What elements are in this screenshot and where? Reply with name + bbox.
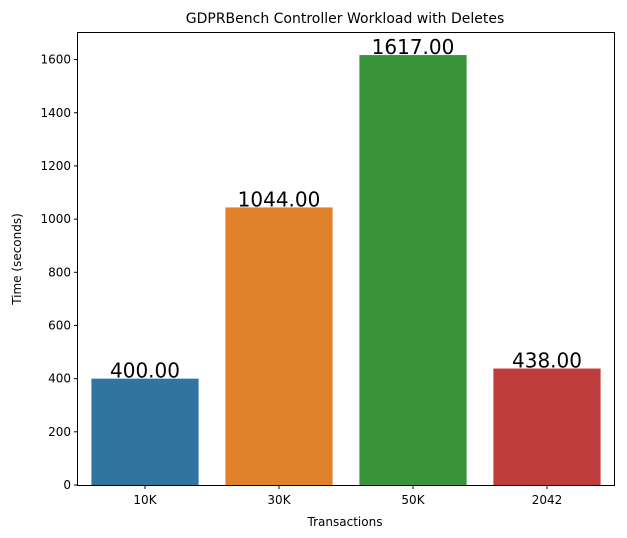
- plot-frame: [77, 32, 615, 486]
- x-tick-label-30k: 30K: [267, 493, 291, 507]
- y-tick-label-1200: 1200: [40, 159, 71, 173]
- y-axis-label: Time (seconds): [10, 213, 24, 306]
- bar-30k: [225, 207, 333, 486]
- y-tick-label-800: 800: [48, 265, 71, 279]
- bars-group: [91, 55, 601, 486]
- data-label-2042: 438.00: [512, 349, 582, 373]
- x-tick-label-2042: 2042: [532, 493, 563, 507]
- x-tick-label-50k: 50K: [401, 493, 425, 507]
- y-tick-label-1600: 1600: [40, 53, 71, 67]
- bar-10k: [91, 378, 199, 485]
- x-axis-label: Transactions: [307, 515, 383, 529]
- x-axis: 10K 30K 50K 2042: [133, 485, 562, 507]
- y-tick-label-600: 600: [48, 318, 71, 332]
- chart-title: GDPRBench Controller Workload with Delet…: [186, 11, 505, 27]
- data-label-30k: 1044.00: [238, 187, 321, 211]
- bar-50k: [359, 55, 467, 485]
- bar-2042: [493, 368, 601, 485]
- bar-labels-group: 400.00 1044.00 1617.00 438.00: [110, 35, 582, 383]
- y-tick-label-400: 400: [48, 372, 71, 386]
- y-tick-label-1000: 1000: [40, 212, 71, 226]
- data-label-50k: 1617.00: [372, 35, 455, 59]
- y-tick-label-1400: 1400: [40, 106, 71, 120]
- data-label-10k: 400.00: [110, 359, 180, 383]
- x-tick-label-10k: 10K: [133, 493, 157, 507]
- y-axis: 0 200 400 600 800 1000 1200 1400 1600: [40, 53, 78, 492]
- y-tick-label-0: 0: [63, 478, 71, 492]
- y-tick-label-200: 200: [48, 425, 71, 439]
